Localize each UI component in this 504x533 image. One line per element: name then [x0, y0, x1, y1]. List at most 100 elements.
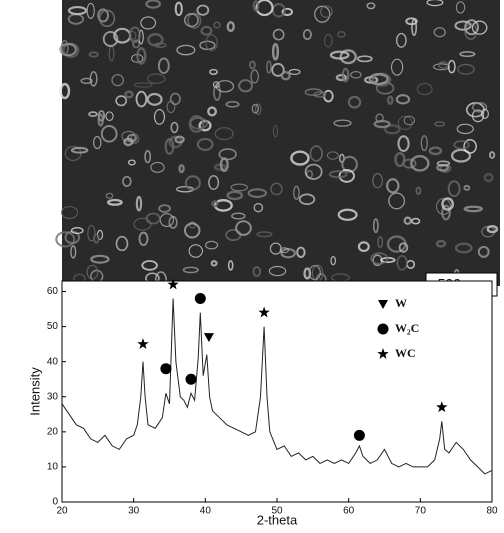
particle [281, 7, 293, 17]
particle [330, 255, 337, 266]
particle [304, 88, 323, 97]
particle [271, 62, 285, 77]
particle [471, 109, 485, 123]
particle [253, 202, 264, 213]
y-tick-label: 10 [47, 462, 59, 473]
particle [411, 217, 421, 225]
particle [204, 240, 219, 250]
particle [146, 92, 163, 106]
particle [328, 170, 348, 179]
particle [174, 135, 185, 144]
marker-circle [377, 323, 389, 335]
particle [89, 71, 98, 87]
particle [218, 148, 237, 161]
particle [320, 5, 333, 18]
particle [219, 157, 229, 173]
particle [435, 239, 447, 248]
particle [87, 225, 96, 242]
particle [55, 231, 76, 248]
particle [196, 137, 214, 152]
particle [426, 0, 444, 7]
particle [132, 39, 141, 49]
y-tick-label: 60 [47, 286, 59, 297]
particle [338, 169, 355, 183]
particle [230, 183, 248, 192]
particle [388, 192, 406, 210]
particle [251, 103, 260, 114]
x-tick-label: 30 [128, 506, 140, 517]
legend-label: WC [395, 346, 416, 360]
particle [436, 160, 451, 167]
marker-star [167, 278, 179, 290]
particle [200, 25, 213, 36]
particle [272, 125, 279, 138]
particle [88, 51, 99, 58]
particle [433, 27, 446, 38]
particle [141, 260, 158, 271]
marker-triangle [378, 300, 388, 309]
particle [279, 247, 290, 254]
particle [97, 113, 104, 127]
particle [455, 1, 466, 14]
particle [140, 16, 157, 30]
particle [238, 79, 254, 93]
particle [304, 163, 323, 180]
particle [187, 12, 202, 29]
particle [290, 150, 310, 166]
particle [121, 130, 136, 143]
particle [256, 231, 273, 238]
particle [434, 121, 445, 127]
particle [158, 204, 171, 213]
particle [471, 101, 488, 113]
particle [481, 108, 489, 119]
particle [436, 198, 451, 215]
particle [454, 20, 472, 31]
particle [415, 186, 422, 195]
particle [60, 39, 69, 56]
particle [124, 90, 134, 99]
particle [93, 233, 100, 244]
particle [123, 137, 134, 147]
particle [463, 205, 483, 213]
particle [178, 164, 185, 174]
x-tick-label: 50 [271, 506, 283, 517]
particle [303, 267, 312, 280]
particle [323, 34, 333, 48]
particle [214, 127, 234, 141]
x-tick-label: 40 [200, 506, 212, 517]
y-axis-label: Intensity [27, 367, 42, 416]
particle [447, 180, 461, 198]
particle [144, 150, 152, 164]
particle [127, 159, 136, 166]
particle [98, 9, 116, 27]
particle [308, 265, 321, 281]
particle [169, 92, 181, 106]
particle [174, 1, 183, 17]
particle [288, 68, 301, 75]
particle [207, 106, 218, 117]
y-tick-label: 0 [52, 497, 58, 508]
particle [397, 135, 410, 152]
particle [366, 2, 376, 10]
particle [183, 222, 201, 239]
particle [86, 264, 99, 280]
xrd-line [61, 298, 493, 475]
x-axis-label: 2-theta [257, 512, 298, 527]
particle [188, 244, 203, 258]
particle [453, 140, 470, 150]
particle [211, 200, 219, 208]
particle [176, 44, 196, 56]
particle [212, 81, 220, 88]
particle [450, 148, 472, 163]
particle [397, 115, 413, 131]
plot-frame [61, 280, 493, 503]
particle [391, 58, 404, 76]
particle [457, 63, 475, 75]
particle [70, 245, 77, 259]
particle [115, 235, 129, 252]
particle [416, 82, 433, 96]
particle [313, 91, 327, 98]
particle [368, 73, 389, 86]
particle [268, 265, 287, 277]
